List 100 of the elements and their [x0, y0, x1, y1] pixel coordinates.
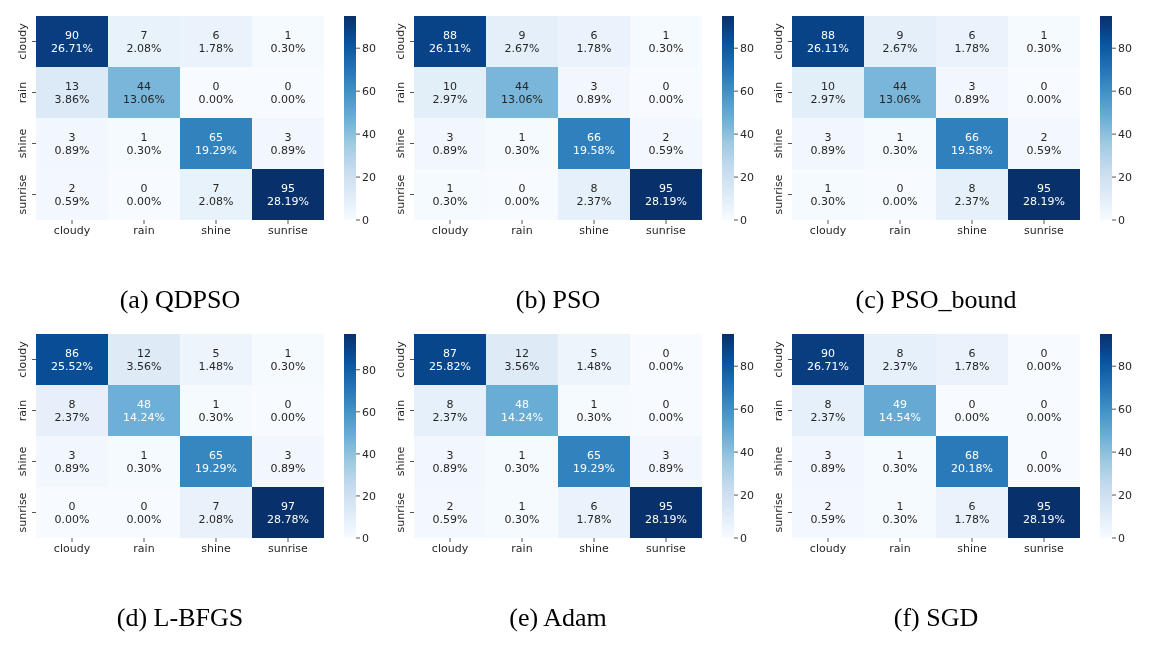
data-label: 1 0.30% — [126, 131, 162, 157]
x-tick-label: sunrise — [1024, 223, 1065, 237]
x-tick-label: rain — [889, 223, 911, 237]
data-label: 8 2.37% — [810, 398, 846, 424]
data-label: 5 1.48% — [576, 347, 612, 373]
data-label: 1 0.30% — [576, 398, 612, 424]
color-bar-label: 0 — [740, 532, 747, 545]
data-label: 1 0.30% — [648, 29, 684, 55]
color-bar-label: 20 — [740, 171, 754, 185]
data-label: 90 26.71% — [51, 29, 93, 55]
x-tick-label: sunrise — [268, 541, 309, 555]
data-label: 12 3.56% — [126, 347, 162, 373]
x-tick-label: rain — [511, 541, 533, 555]
text: (d) L-BFGS — [116, 603, 244, 632]
data-label: 66 19.58% — [951, 131, 993, 157]
y-tick-label: rain — [16, 81, 29, 104]
data-label: 3 0.89% — [270, 449, 306, 475]
y-tick-label: rain — [772, 81, 785, 104]
data-label: 0 0.00% — [126, 500, 162, 526]
color-bar-label: 80 — [362, 42, 376, 56]
data-label: 10 2.97% — [432, 80, 468, 106]
color-bar-label: 0 — [362, 532, 369, 545]
data-label: 6 1.78% — [954, 29, 990, 55]
data-label: 7 2.08% — [126, 29, 162, 55]
data-label: 8 2.37% — [882, 347, 918, 373]
data-label: 3 0.89% — [432, 131, 468, 157]
data-label: 9 2.67% — [504, 29, 540, 55]
data-label: 8 2.37% — [54, 398, 90, 424]
data-label: 0 0.00% — [270, 398, 306, 424]
data-label: 1 0.30% — [270, 347, 306, 373]
color-bar-label: 0 — [1118, 532, 1125, 545]
x-tick-label: sunrise — [646, 541, 687, 555]
color-bar-label: 60 — [1118, 403, 1132, 417]
data-label: 7 2.08% — [198, 182, 234, 208]
x-tick-label: rain — [133, 541, 155, 555]
data-label: 7 2.08% — [198, 500, 234, 526]
data-label: 0 0.00% — [954, 398, 990, 424]
y-tick-label: cloudy — [772, 340, 785, 378]
y-tick-label: shine — [16, 446, 29, 477]
data-label: 6 1.78% — [576, 29, 612, 55]
color-bar-label: 0 — [1118, 214, 1125, 227]
data-label: 12 3.56% — [504, 347, 540, 373]
data-label: 0 0.00% — [648, 398, 684, 424]
data-label: 44 13.06% — [879, 80, 921, 106]
data-label: 88 26.11% — [807, 29, 849, 55]
x-tick-label: cloudy — [53, 541, 91, 555]
x-tick-label: shine — [201, 223, 231, 237]
x-tick-label: rain — [511, 223, 533, 237]
data-label: 1 0.30% — [198, 398, 234, 424]
data-label: 48 14.24% — [501, 398, 543, 424]
data-label: 1 0.30% — [882, 500, 918, 526]
color-bar-label: 20 — [740, 489, 754, 503]
x-tick-label: cloudy — [809, 541, 847, 555]
y-tick-label: rain — [16, 399, 29, 422]
data-label: 0 0.00% — [126, 182, 162, 208]
data-label: 1 0.30% — [504, 500, 540, 526]
x-tick-label: sunrise — [646, 223, 687, 237]
y-tick-label: shine — [394, 446, 407, 477]
data-label: 1 0.30% — [810, 182, 846, 208]
data-label: 2 0.59% — [54, 182, 90, 208]
color-bar-label: 80 — [740, 360, 754, 374]
x-tick-label: shine — [201, 541, 231, 555]
y-tick-label: shine — [16, 128, 29, 159]
y-tick-label: rain — [772, 399, 785, 422]
x-tick-label: cloudy — [809, 223, 847, 237]
data-label: 2 0.59% — [648, 131, 684, 157]
color-bar-label: 80 — [362, 363, 376, 377]
color-bar-label: 60 — [740, 85, 754, 99]
data-label: 3 0.89% — [432, 449, 468, 475]
data-label: 8 2.37% — [576, 182, 612, 208]
data-label: 0 0.00% — [54, 500, 90, 526]
data-label: 3 0.89% — [810, 449, 846, 475]
data-label: 1 0.30% — [504, 131, 540, 157]
color-bar-label: 20 — [362, 171, 376, 185]
data-label: 8 2.37% — [954, 182, 990, 208]
color-bar-label: 60 — [362, 405, 376, 419]
color-bar-label: 0 — [362, 214, 369, 227]
x-tick-label: rain — [889, 541, 911, 555]
data-label: 2 0.59% — [810, 500, 846, 526]
data-label: 9 2.67% — [882, 29, 918, 55]
data-label: 0 0.00% — [198, 80, 234, 106]
data-label: 6 1.78% — [954, 347, 990, 373]
x-tick-label: shine — [579, 223, 609, 237]
color-bar-label: 40 — [740, 128, 754, 142]
x-tick-label: sunrise — [268, 223, 309, 237]
x-tick-label: cloudy — [53, 223, 91, 237]
data-label: 13 3.86% — [54, 80, 90, 106]
text: (f) SGD — [893, 603, 979, 632]
data-label: 1 0.30% — [504, 449, 540, 475]
color-bar-label: 40 — [362, 447, 376, 461]
y-tick-label: cloudy — [16, 340, 29, 378]
text: (b) PSO — [515, 285, 601, 314]
data-label: 0 0.00% — [1026, 449, 1062, 475]
data-label: 3 0.89% — [576, 80, 612, 106]
data-label: 65 19.29% — [195, 131, 237, 157]
text: (c) PSO_bound — [855, 285, 1017, 314]
data-label: 65 19.29% — [573, 449, 615, 475]
data-label: 3 0.89% — [954, 80, 990, 106]
y-tick-label: cloudy — [394, 340, 407, 378]
data-label: 66 19.58% — [573, 131, 615, 157]
